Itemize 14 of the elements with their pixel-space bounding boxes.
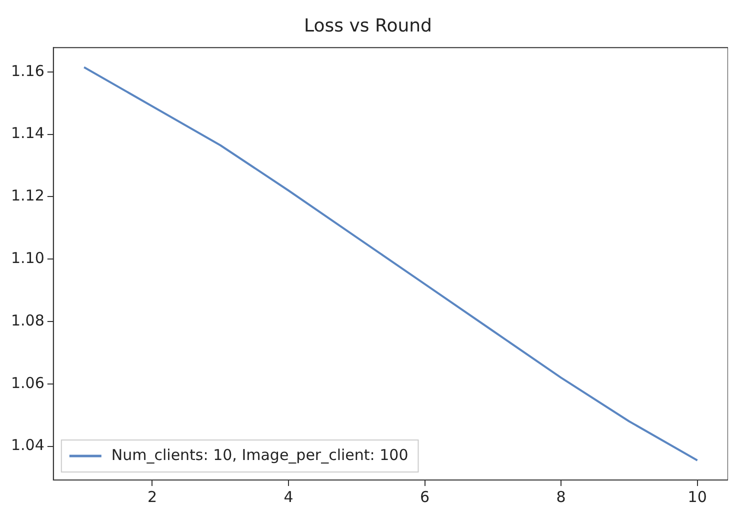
x-tick-label: 10: [688, 488, 707, 506]
x-tick-label: 4: [284, 488, 294, 506]
y-tick-label: 1.08: [10, 311, 44, 330]
y-tick-label: 1.10: [10, 249, 44, 268]
x-tick-label: 6: [420, 488, 430, 506]
x-tick-label: 2: [147, 488, 157, 506]
y-tick-label: 1.12: [10, 186, 44, 205]
chart-title: Loss vs Round: [304, 15, 432, 36]
legend-label: Num_clients: 10, Image_per_client: 100: [111, 446, 408, 464]
x-tick-label: 8: [556, 488, 566, 506]
y-tick-label: 1.14: [10, 124, 44, 142]
y-tick-label: 1.16: [10, 62, 44, 80]
y-tick-label: 1.04: [10, 436, 44, 454]
y-tick-label: 1.06: [10, 374, 44, 392]
